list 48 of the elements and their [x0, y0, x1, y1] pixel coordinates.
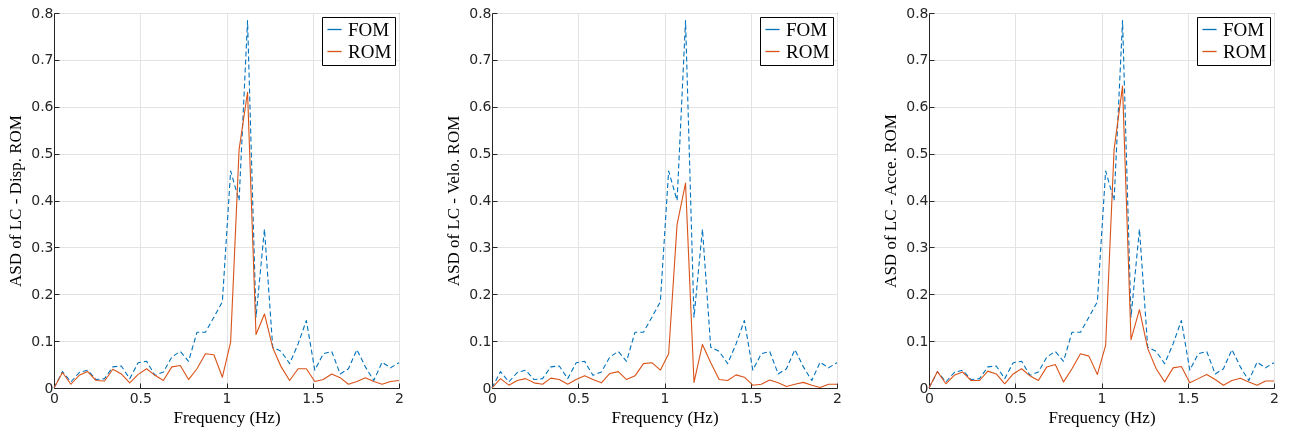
legend-label: ROM [785, 40, 829, 62]
y-tick-label: 0.2 [468, 285, 491, 302]
x-tick-label: 1.5 [1177, 389, 1200, 406]
y-tick-label: 0.8 [468, 4, 491, 21]
y-tick-label: 0.6 [31, 98, 54, 115]
legend-label: FOM [1223, 18, 1265, 40]
y-tick-label: 0.5 [906, 145, 929, 162]
legend-label: FOM [785, 18, 827, 40]
x-tick-label: 1.5 [302, 389, 325, 406]
y-tick-label: 0.7 [468, 51, 491, 68]
x-tick-label: 1 [222, 389, 232, 406]
y-tick-label: 0.8 [31, 4, 54, 21]
x-tick-label: 0.5 [567, 389, 590, 406]
x-axis-title: Frequency (Hz) [173, 407, 281, 427]
legend-label: FOM [348, 18, 390, 40]
x-tick-label: 0.5 [129, 389, 152, 406]
x-tick-label: 2 [395, 389, 404, 406]
y-tick-label: 0.1 [31, 332, 54, 349]
y-tick-label: 0.1 [468, 332, 491, 349]
y-tick-label: 0.4 [31, 192, 54, 208]
y-tick-label: 0.3 [906, 238, 929, 255]
y-tick-label: 0.3 [31, 238, 54, 255]
x-tick-label: 0.5 [1004, 389, 1027, 406]
y-tick-label: 0.7 [31, 51, 54, 68]
x-tick-label: 1.5 [739, 389, 762, 406]
x-tick-label: 2 [832, 389, 842, 406]
y-tick-label: 0.6 [906, 98, 929, 115]
y-tick-label: 0.6 [468, 98, 492, 115]
x-tick-label: 1 [1097, 389, 1107, 406]
x-tick-label: 1 [660, 389, 669, 406]
y-tick-label: 0.3 [468, 238, 491, 255]
y-axis-title: ASD of LC - Acce. ROM [881, 114, 901, 288]
y-tick-label: 0.2 [906, 285, 929, 302]
legend-label: ROM [1223, 40, 1267, 62]
y-tick-label: 0.1 [906, 332, 929, 349]
legend-label: ROM [348, 40, 392, 62]
x-axis-title: Frequency (Hz) [610, 407, 719, 427]
y-tick-label: 0.4 [906, 192, 929, 208]
y-tick-label: 0.2 [31, 285, 54, 302]
y-axis-title: ASD of LC - Disp. ROM [6, 115, 26, 287]
y-tick-label: 0.5 [31, 145, 54, 162]
y-axis-title: ASD of LC - Velo. ROM [443, 115, 463, 287]
x-axis-title: Frequency (Hz) [1048, 407, 1156, 427]
y-tick-label: 0.7 [906, 51, 929, 68]
y-tick-label: 0.8 [906, 4, 929, 21]
y-tick-label: 0.4 [468, 192, 492, 208]
x-tick-label: 2 [1270, 389, 1279, 406]
y-tick-label: 0.5 [468, 145, 491, 162]
